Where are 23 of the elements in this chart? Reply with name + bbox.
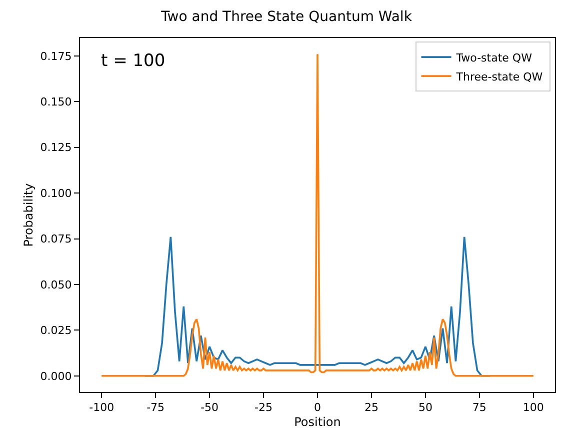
x-tick-label: -75: [146, 401, 165, 414]
legend-label: Three-state QW: [455, 70, 543, 84]
y-tick-label: 0.025: [40, 324, 72, 338]
y-tick-label: 0.100: [40, 186, 72, 200]
y-tick-label: 0.050: [40, 278, 72, 292]
y-tick-label: 0.000: [40, 370, 72, 383]
y-axis-title: Probability: [22, 183, 36, 247]
y-tick-label: 0.175: [40, 50, 72, 63]
x-tick-label: 25: [364, 401, 378, 414]
y-tick-label: 0.075: [40, 232, 72, 246]
x-tick-label: 50: [418, 401, 432, 414]
x-tick-label: -100: [89, 401, 114, 414]
x-tick-label: -25: [254, 401, 273, 414]
y-tick-label: 0.125: [40, 141, 72, 154]
legend-label: Two-state QW: [455, 51, 532, 64]
x-axis-title: Position: [294, 415, 341, 430]
x-tick-label: 0: [314, 401, 321, 414]
annotation: t = 100: [101, 51, 166, 71]
y-tick-label: 0.150: [40, 95, 72, 108]
x-tick-label: -50: [200, 401, 219, 414]
x-tick-label: 75: [472, 401, 486, 414]
x-tick-label: 100: [522, 401, 544, 414]
chart-title: Two and Three State Quantum Walk: [160, 8, 413, 25]
